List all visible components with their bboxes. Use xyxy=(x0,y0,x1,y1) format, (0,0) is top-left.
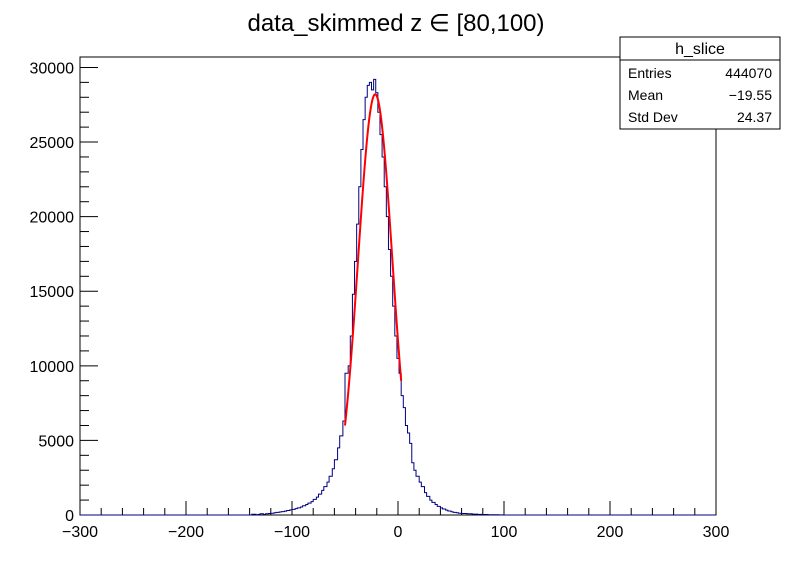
chart-title: data_skimmed z ∈ [80,100) xyxy=(247,10,544,37)
stats-box: h_slice Entries 444070 Mean −19.55 Std D… xyxy=(619,36,781,130)
x-tick-label: 200 xyxy=(597,524,624,541)
x-tick-label: −300 xyxy=(62,524,98,541)
data-marks xyxy=(80,78,716,516)
stats-box-title: h_slice xyxy=(675,41,725,58)
axes: −300 −200 −100 0 100 200 300 0 5000 10000 15000 200… xyxy=(30,60,730,541)
stats-stddev-label: Std Dev xyxy=(628,109,678,125)
x-tick-label: 300 xyxy=(703,524,730,541)
y-tick-label: 5000 xyxy=(38,433,74,450)
x-tick-label: 0 xyxy=(394,524,403,541)
stats-entries-value: 444070 xyxy=(725,65,772,81)
y-tick-label: 20000 xyxy=(30,210,75,227)
x-tick-label: 100 xyxy=(491,524,518,541)
x-tick-label: −200 xyxy=(168,524,204,541)
x-tick-label: −100 xyxy=(274,524,310,541)
stats-mean-value: −19.55 xyxy=(729,87,772,103)
y-tick-label: 10000 xyxy=(30,359,75,376)
stats-stddev-value: 24.37 xyxy=(737,109,772,125)
y-tick-label: 25000 xyxy=(30,135,75,152)
stats-mean-label: Mean xyxy=(628,87,663,103)
histogram-series xyxy=(80,78,716,516)
stats-box-frame xyxy=(619,36,781,130)
y-tick-label: 30000 xyxy=(30,60,75,77)
stats-entries-label: Entries xyxy=(628,65,672,81)
y-tick-label: 15000 xyxy=(30,284,75,301)
gaussian-fit-curve xyxy=(344,93,403,426)
y-tick-label: 0 xyxy=(65,508,74,525)
